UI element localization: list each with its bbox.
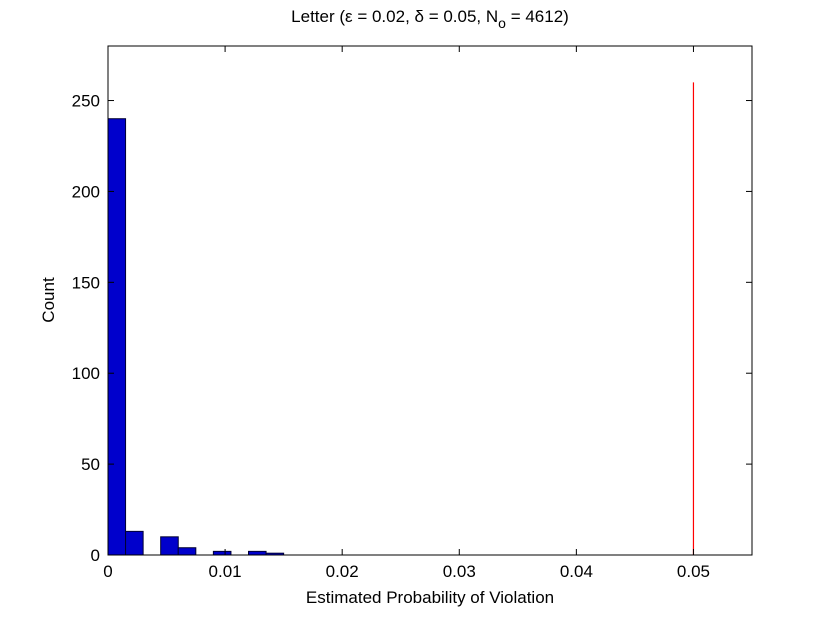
y-tick-label: 50: [81, 455, 100, 474]
bar: [212, 550, 232, 556]
y-tick-label: 0: [91, 546, 100, 565]
bar: [248, 550, 267, 556]
x-tick-label: 0: [103, 562, 112, 581]
y-axis-label: Count: [39, 277, 58, 323]
x-tick-label: 0.05: [677, 562, 710, 581]
title-part: Letter (ε = 0.02, δ = 0.05, N: [291, 7, 498, 26]
y-tick-label: 200: [72, 182, 100, 201]
y-tick-label: 100: [72, 364, 100, 383]
bar: [177, 547, 197, 556]
bar: [107, 118, 127, 556]
y-tick-label: 150: [72, 273, 100, 292]
x-tick-label: 0.04: [560, 562, 593, 581]
bar: [160, 536, 179, 556]
plot-frame: [107, 45, 753, 556]
title-part: = 4612): [506, 7, 569, 26]
x-tick-label: 0.03: [443, 562, 476, 581]
chart-title: Letter (ε = 0.02, δ = 0.05, No = 4612): [291, 7, 569, 31]
title-subscript: o: [498, 15, 506, 31]
x-axis-label: Estimated Probability of Violation: [306, 588, 554, 607]
y-tick-label: 250: [72, 92, 100, 111]
x-tick-label: 0.02: [326, 562, 359, 581]
bar: [125, 530, 144, 556]
x-tick-label: 0.01: [209, 562, 242, 581]
